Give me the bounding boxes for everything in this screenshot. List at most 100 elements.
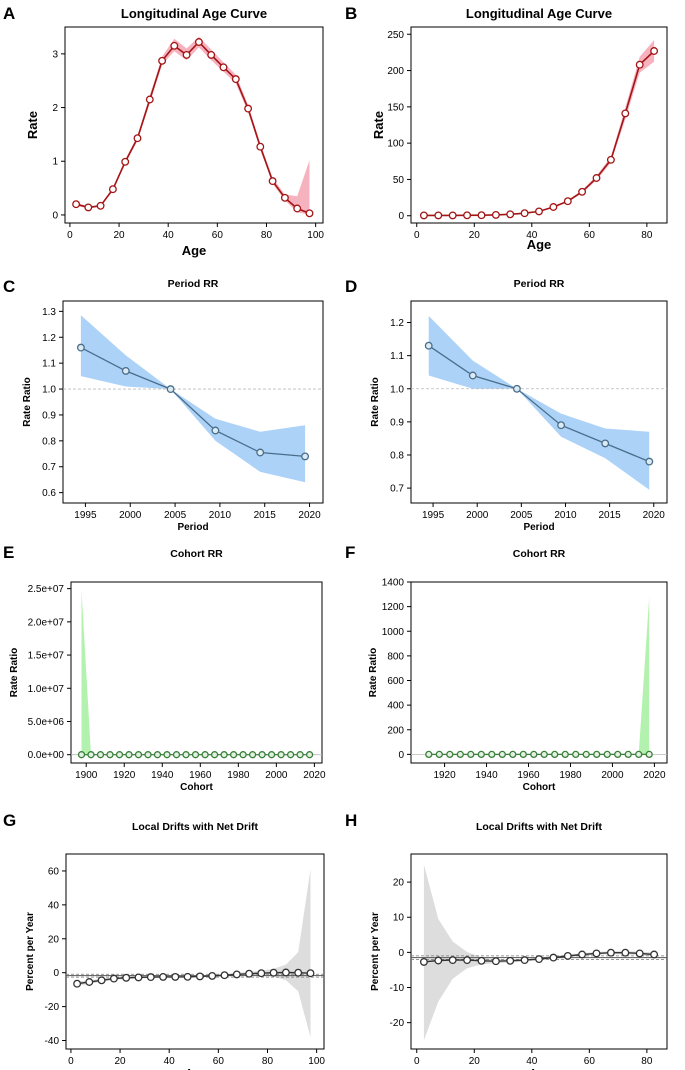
y-tick-label: 200 [387, 66, 404, 77]
x-tick-label: 1920 [433, 770, 456, 781]
confidence-band [80, 315, 306, 483]
data-point [563, 951, 572, 960]
data-point [210, 751, 219, 759]
data-point [73, 979, 82, 988]
plot-data [411, 315, 667, 490]
plot-data [411, 864, 667, 1041]
x-tick-label: 1980 [559, 770, 582, 781]
data-point [621, 109, 630, 118]
plot-frame [70, 581, 323, 764]
y-tick-label: 0.0e+00 [28, 750, 65, 761]
confidence-band [428, 315, 650, 490]
data-point [158, 56, 167, 65]
plot-data [71, 590, 322, 759]
x-tick-label: 1995 [422, 510, 445, 521]
y-tick-label: 60 [48, 866, 60, 877]
y-axis-label: Rate [25, 111, 40, 139]
data-point [601, 439, 610, 448]
y-tick-label: 0 [53, 968, 59, 979]
y-tick-label: 50 [393, 175, 405, 186]
data-point [256, 142, 265, 151]
data-point [650, 47, 659, 55]
data-point [231, 75, 240, 84]
data-point [419, 211, 428, 220]
y-tick-label: 1000 [382, 627, 405, 638]
data-point [592, 174, 601, 182]
y-tick-label: 20 [393, 878, 405, 889]
data-point [650, 950, 659, 959]
data-point [509, 750, 517, 759]
x-axis-label: Period [177, 522, 208, 533]
data-point [561, 750, 569, 759]
data-point [468, 371, 477, 380]
data-point [582, 750, 590, 759]
data-point [635, 750, 643, 759]
data-point [603, 750, 611, 759]
y-tick-label: 0.8 [390, 450, 404, 461]
data-point [621, 948, 630, 957]
data-point [434, 211, 443, 220]
x-tick-label: 60 [212, 230, 224, 241]
chart-title: Local Drifts with Net Drift [132, 821, 259, 833]
x-tick-label: 1940 [475, 770, 498, 781]
data-point [220, 971, 229, 980]
y-tick-label: 0 [398, 211, 404, 222]
data-point [134, 973, 143, 982]
y-tick-label: 1.1 [390, 351, 404, 362]
series-line [428, 345, 650, 463]
x-tick-label: 2005 [510, 510, 533, 521]
data-point [512, 384, 521, 393]
data-point [72, 200, 81, 209]
data-point [106, 751, 114, 759]
data-point [239, 751, 247, 759]
data-point [146, 973, 155, 982]
data-point [467, 750, 475, 759]
data-point [306, 969, 315, 978]
data-point [563, 197, 572, 206]
data-point [232, 970, 241, 979]
chart-title: Period RR [514, 278, 565, 290]
y-tick-label: 400 [387, 701, 404, 712]
chart-title: Cohort RR [170, 548, 223, 560]
x-tick-label: 100 [307, 230, 324, 241]
data-point [153, 751, 162, 759]
x-tick-label: 2020 [303, 770, 326, 781]
x-tick-label: 0 [414, 230, 420, 241]
x-tick-label: 40 [526, 230, 538, 241]
chart-title: Local Drifts with Net Drift [476, 821, 603, 833]
x-tick-label: 2010 [209, 510, 232, 521]
x-tick-label: 80 [641, 1056, 653, 1067]
data-point [477, 956, 486, 965]
y-axis-label: Percent per Year [370, 912, 381, 991]
data-point [281, 968, 290, 977]
y-tick-label: 0.9 [42, 410, 56, 421]
y-tick-label: 0.7 [390, 484, 404, 495]
x-tick-label: 1940 [151, 770, 174, 781]
data-point [498, 750, 506, 759]
x-axis-label: Cohort [180, 782, 213, 793]
data-point [296, 751, 304, 759]
data-point [606, 948, 615, 957]
data-point [166, 385, 175, 394]
data-point [195, 972, 204, 981]
panel-letter: B [345, 4, 357, 23]
y-tick-label: 1.1 [42, 359, 56, 370]
data-point [115, 751, 124, 759]
data-point [614, 750, 622, 759]
y-tick-label: 1.2 [390, 318, 404, 329]
data-point [520, 956, 529, 965]
data-point [163, 751, 171, 759]
data-point [76, 343, 85, 352]
data-point [557, 421, 566, 430]
x-tick-label: 60 [584, 230, 596, 241]
y-axis-label: Rate Ratio [368, 648, 379, 697]
plot-data [411, 596, 667, 759]
data-point [549, 203, 558, 211]
data-point [144, 751, 152, 759]
data-point [134, 751, 143, 759]
data-point [87, 751, 95, 759]
plot-data [419, 40, 659, 220]
data-point [108, 185, 117, 194]
plot-frame [65, 853, 325, 1050]
